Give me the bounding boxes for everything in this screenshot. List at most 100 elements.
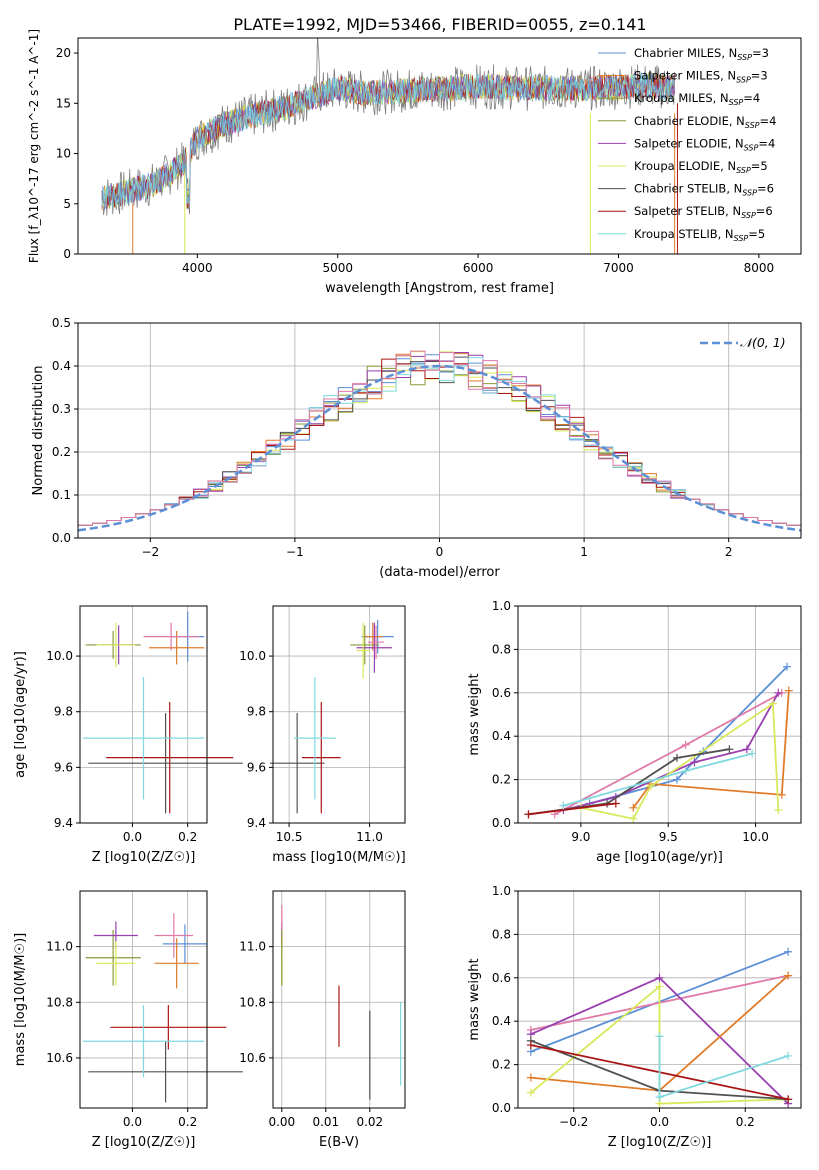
frame-mass_vs_Z: 0.0 0.2 10.6 10.8 11.0: [46, 890, 208, 1129]
y-tick-label: 9.8: [54, 705, 73, 719]
legend-entry: 𝒩(0, 1): [740, 335, 786, 350]
spectrum-series: [101, 73, 675, 208]
weight-series: [528, 802, 616, 816]
y-axis-label: Normed distribution: [31, 366, 46, 496]
spectrum-lines: [101, 38, 678, 254]
legend-nssp: =6: [756, 204, 773, 218]
x-tick-label: 0.00: [268, 1115, 295, 1129]
axes-age_vs_mass: [273, 606, 405, 824]
y-tick-label: 9.4: [247, 816, 266, 830]
legend-subscript: SSP: [736, 76, 751, 85]
errorbars-mass_vs_ebv: [281, 904, 402, 1100]
legend-subscript: SSP: [745, 121, 760, 130]
axes-frame: [517, 605, 802, 824]
x-tick-label: 10.0: [742, 830, 769, 844]
legend: Chabrier MILES, NSSP=3 Salpeter MILES, NS…: [598, 46, 776, 243]
frame-age_vs_Z: 0.0 0.2 9.4 9.6 9.8 10.0: [46, 605, 208, 844]
y-tick-label: 10: [56, 147, 71, 161]
x-tick-label: 0.2: [736, 1115, 755, 1129]
weight-marker: [681, 766, 690, 775]
y-tick-label: 0.2: [492, 773, 511, 787]
weight-marker: [672, 753, 681, 762]
weight-marker: [646, 782, 655, 791]
weight-marker: [526, 1073, 535, 1082]
legend-entry: Kroupa ELODIE, NSSP=5: [634, 159, 768, 175]
y-tick-label: 1.0: [492, 884, 511, 898]
y-tick-label: 9.6: [247, 760, 266, 774]
x-tick-label: 2: [725, 545, 733, 559]
axes-frame: [272, 890, 406, 1109]
legend-entry: Chabrier MILES, NSSP=3: [634, 46, 769, 62]
weight-marker: [774, 805, 783, 814]
weight-marker: [655, 1093, 664, 1102]
weight-marker: [777, 790, 786, 799]
legend-entry: Salpeter STELIB, NSSP=6: [634, 204, 773, 220]
x-tick-label: 0.0: [123, 830, 142, 844]
weight-marker: [629, 814, 638, 823]
legend-entry: Salpeter MILES, NSSP=3: [634, 69, 768, 85]
weight-marker: [559, 801, 568, 810]
x-axis-label: mass [log10(M/M☉)]: [272, 850, 405, 865]
y-tick-label: 11.0: [239, 940, 266, 954]
x-tick-label: 5000: [322, 261, 353, 275]
y-tick-label: 0.6: [492, 971, 511, 985]
legend-nssp: =3: [751, 69, 768, 83]
weight-series: [528, 748, 730, 816]
weight-marker: [769, 699, 778, 708]
x-tick-label: 4000: [182, 261, 213, 275]
legend-subscript: SSP: [734, 234, 749, 243]
legend-entry: Kroupa STELIB, NSSP=5: [634, 227, 765, 243]
weight-marker: [784, 947, 793, 956]
frame-spectrum: 4000 5000 6000 7000 8000 0 5 10 15 20: [56, 37, 802, 275]
y-tick-label: 9.6: [54, 760, 73, 774]
x-tick-label: −0.2: [559, 1115, 588, 1129]
frame-age_vs_mass: 10.5 11.0 9.4 9.6 9.8 10.0: [239, 605, 406, 844]
lines-weight_vs_age: [524, 662, 793, 823]
axes-frame: [79, 605, 208, 824]
x-tick-label: 9.5: [659, 830, 678, 844]
weight-marker: [784, 971, 793, 980]
y-tick-label: 0.2: [492, 1058, 511, 1072]
y-tick-label: 0.8: [492, 642, 511, 656]
y-tick-label: 9.8: [247, 705, 266, 719]
weight-marker: [690, 758, 699, 767]
lines-weight_vs_Z: [526, 947, 793, 1108]
legend-nssp: =4: [743, 91, 760, 105]
normal-curve: [77, 364, 802, 532]
axes-weight_vs_age: [518, 605, 801, 824]
y-tick-label: 5: [63, 197, 71, 211]
x-tick-label: 0.2: [178, 1115, 197, 1129]
x-axis-label: Z [log10(Z/Z☉)]: [92, 1135, 196, 1150]
y-tick-label: 0.3: [52, 402, 71, 416]
y-tick-label: 1.0: [492, 599, 511, 613]
x-tick-label: 0.0: [650, 1115, 669, 1129]
weight-marker: [655, 1032, 664, 1041]
x-axis-label: wavelength [Angstrom, rest frame]: [325, 281, 554, 296]
x-axis-label: E(B-V): [319, 1135, 359, 1150]
x-tick-label: 7000: [603, 261, 634, 275]
frame-weight_vs_Z: −0.2 0.0 0.2 0.0 0.2 0.4 0.6 0.8 1.0: [492, 884, 802, 1129]
weight-marker: [526, 1041, 535, 1050]
legend-subscript: SSP: [737, 53, 752, 62]
frame-mass_vs_ebv: 0.00 0.01 0.02 10.6 10.8 11.0: [239, 890, 406, 1129]
legend-entry: Salpeter ELODIE, NSSP=4: [634, 136, 775, 152]
x-tick-label: 10.5: [276, 830, 303, 844]
x-axis-label: (data-model)/error: [379, 565, 500, 580]
legend-entry: Chabrier ELODIE, NSSP=4: [634, 114, 776, 130]
x-tick-label: 6000: [463, 261, 494, 275]
weight-marker: [725, 745, 734, 754]
y-tick-label: 10.0: [46, 649, 73, 663]
histogram-series: [78, 350, 801, 526]
weight-marker: [672, 775, 681, 784]
weight-marker: [784, 1051, 793, 1060]
x-tick-label: 1: [580, 545, 588, 559]
axes-frame: [272, 605, 406, 824]
y-axis-label: mass weight: [467, 673, 482, 755]
y-tick-label: 11.0: [46, 940, 73, 954]
spectrum-series: [101, 72, 675, 211]
y-tick-label: 10.0: [239, 649, 266, 663]
axes-frame: [77, 37, 802, 255]
figure-title: PLATE=1992, MJD=53466, FIBERID=0055, z=0…: [233, 15, 646, 34]
